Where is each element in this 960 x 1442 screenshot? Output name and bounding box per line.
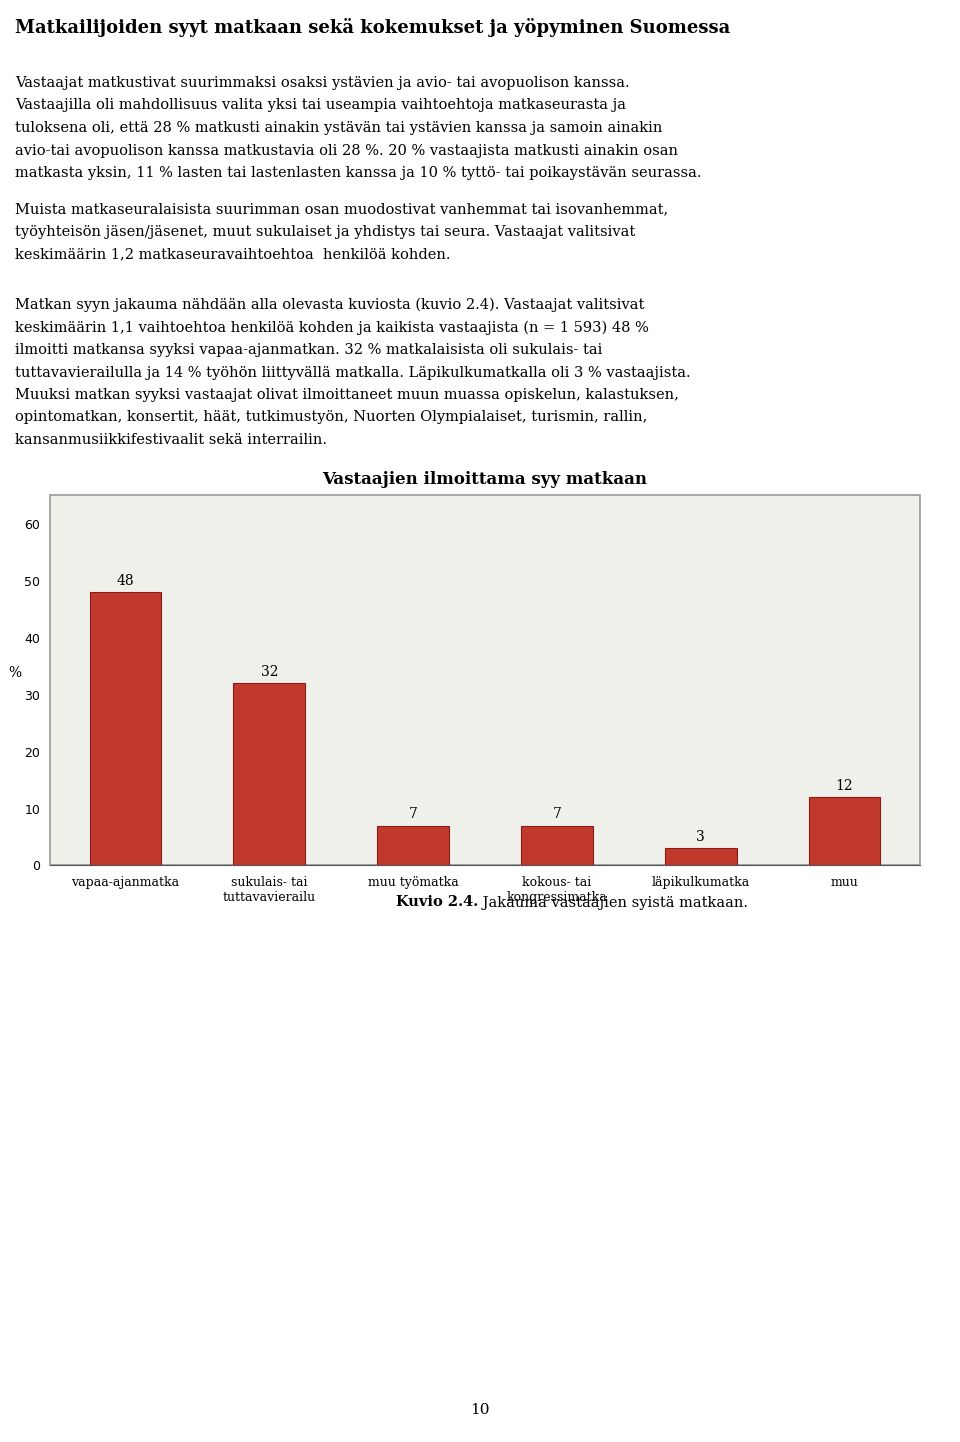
Text: Muista matkaseuralaisista suurimman osan muodostivat vanhemmat tai isovanhemmat,: Muista matkaseuralaisista suurimman osan… [15, 202, 668, 216]
Text: Matkailijoiden syyt matkaan sekä kokemukset ja yöpyminen Suomessa: Matkailijoiden syyt matkaan sekä kokemuk… [15, 17, 731, 37]
Text: matkasta yksin, 11 % lasten tai lastenlasten kanssa ja 10 % tyttö- tai poikaystä: matkasta yksin, 11 % lasten tai lastenla… [15, 166, 702, 180]
Bar [808, 797, 880, 865]
Bar [89, 593, 161, 865]
Text: Kuvio 2.4.: Kuvio 2.4. [396, 895, 478, 910]
Bar [664, 848, 736, 865]
Text: Vastaajilla oli mahdollisuus valita yksi tai useampia vaihtoehtoja matkaseurasta: Vastaajilla oli mahdollisuus valita yksi… [15, 98, 626, 112]
Text: keskimäärin 1,2 matkaseuravaihtoehtoa  henkilöä kohden.: keskimäärin 1,2 matkaseuravaihtoehtoa he… [15, 248, 450, 261]
Text: Matkan syyn jakauma nähdään alla olevasta kuviosta (kuvio 2.4). Vastaajat valits: Matkan syyn jakauma nähdään alla olevast… [15, 298, 644, 313]
Bar [233, 684, 305, 865]
Text: keskimäärin 1,1 vaihtoehtoa henkilöä kohden ja kaikista vastaajista (n = 1 593) : keskimäärin 1,1 vaihtoehtoa henkilöä koh… [15, 320, 649, 335]
Text: 10: 10 [470, 1403, 490, 1417]
Text: tuloksena oli, että 28 % matkusti ainakin ystävän tai ystävien kanssa ja samoin : tuloksena oli, että 28 % matkusti ainaki… [15, 121, 662, 136]
Text: Vastaajat matkustivat suurimmaksi osaksi ystävien ja avio- tai avopuolison kanss: Vastaajat matkustivat suurimmaksi osaksi… [15, 76, 630, 89]
Text: kansanmusiikkifestivaalit sekä interrailin.: kansanmusiikkifestivaalit sekä interrail… [15, 433, 327, 447]
Text: 32: 32 [260, 665, 278, 679]
Bar [50, 496, 920, 865]
Bar [377, 826, 449, 865]
Text: opintomatkan, konsertit, häät, tutkimustyön, Nuorten Olympialaiset, turismin, ra: opintomatkan, konsertit, häät, tutkimust… [15, 411, 647, 424]
Y-axis label: %: % [9, 666, 22, 681]
Title: Vastaajien ilmoittama syy matkaan: Vastaajien ilmoittama syy matkaan [323, 472, 647, 489]
Text: ilmoitti matkansa syyksi vapaa-ajanmatkan. 32 % matkalaisista oli sukulais- tai: ilmoitti matkansa syyksi vapaa-ajanmatka… [15, 343, 602, 358]
Text: 7: 7 [552, 808, 562, 820]
Text: 3: 3 [696, 829, 705, 844]
Text: avio-tai avopuolison kanssa matkustavia oli 28 %. 20 % vastaajista matkusti aina: avio-tai avopuolison kanssa matkustavia … [15, 144, 678, 157]
Text: Muuksi matkan syyksi vastaajat olivat ilmoittaneet muun muassa opiskelun, kalast: Muuksi matkan syyksi vastaajat olivat il… [15, 388, 679, 402]
Text: 48: 48 [117, 574, 134, 588]
Text: 7: 7 [409, 808, 418, 820]
Text: tuttavavierailulla ja 14 % työhön liittyvällä matkalla. Läpikulkumatkalla oli 3 : tuttavavierailulla ja 14 % työhön liitty… [15, 365, 690, 379]
Text: työyhteisön jäsen/jäsenet, muut sukulaiset ja yhdistys tai seura. Vastaajat vali: työyhteisön jäsen/jäsenet, muut sukulais… [15, 225, 636, 239]
Text: Jakauma vastaajien syistä matkaan.: Jakauma vastaajien syistä matkaan. [478, 895, 748, 910]
Text: 12: 12 [836, 779, 853, 793]
Bar [521, 826, 593, 865]
